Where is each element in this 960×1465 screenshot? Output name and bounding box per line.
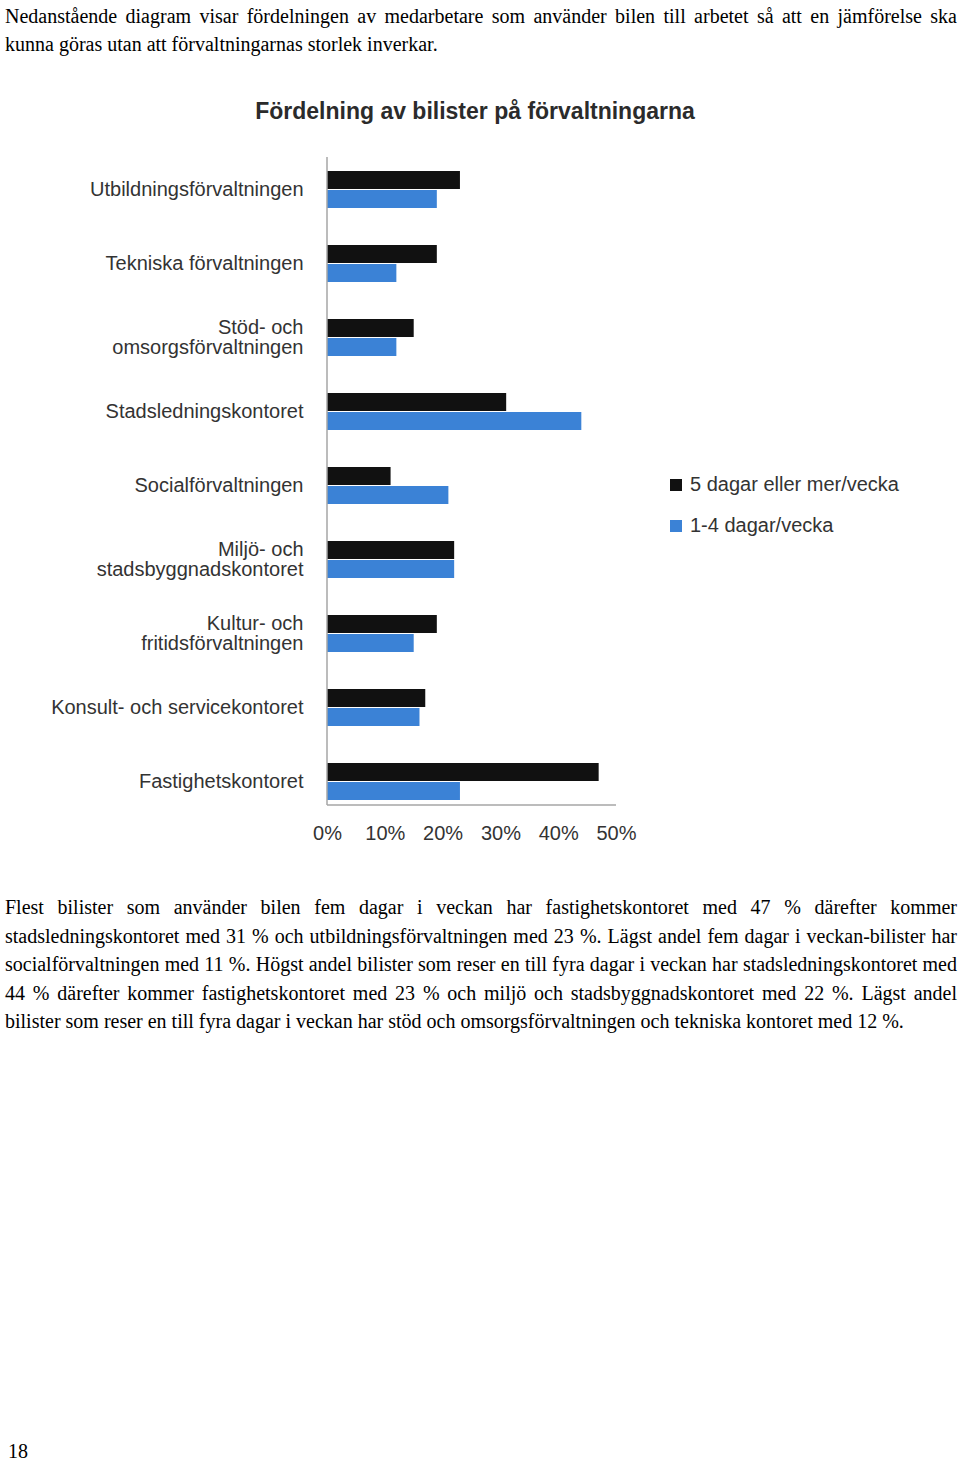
svg-text:0%: 0% <box>313 822 342 844</box>
svg-text:Stöd- ochomsorgsförvaltningen: Stöd- ochomsorgsförvaltningen <box>112 316 303 358</box>
svg-text:Miljö- ochstadsbyggnadskontore: Miljö- ochstadsbyggnadskontoret <box>97 538 304 580</box>
svg-text:Socialförvaltningen: Socialförvaltningen <box>135 474 304 496</box>
svg-text:10%: 10% <box>365 822 405 844</box>
svg-text:Utbildningsförvaltningen: Utbildningsförvaltningen <box>90 178 303 200</box>
html-text:5 dagar eller mer/vecka: 5 dagar eller mer/vecka <box>690 473 899 495</box>
svg-text:50%: 50% <box>596 822 636 844</box>
svg-text:Fastighetskontoret: Fastighetskontoret <box>139 770 304 792</box>
html-text:1-4 dagar/vecka: 1-4 dagar/vecka <box>690 514 834 536</box>
svg-text:Stadsledningskontoret: Stadsledningskontoret <box>106 400 304 422</box>
svg-text:30%: 30% <box>481 822 521 844</box>
svg-text:Kultur- ochfritidsförvaltninge: Kultur- ochfritidsförvaltningen <box>141 612 303 654</box>
svg-text:40%: 40% <box>539 822 579 844</box>
svg-text:20%: 20% <box>423 822 463 844</box>
svg-text:Tekniska förvaltningen: Tekniska förvaltningen <box>106 252 304 274</box>
html-text:18: 18 <box>8 1440 28 1462</box>
html-text:Flest bilister som använder bi: Flest bilister som använder bilen fem da… <box>5 896 957 1033</box>
html-text:Fördelning av bilister på förv: Fördelning av bilister på förvaltningarn… <box>255 98 695 124</box>
svg-text:Konsult- och servicekontoret: Konsult- och servicekontoret <box>51 696 304 718</box>
html-text:Nedanstående diagram visar för: Nedanstående diagram visar fördelningen … <box>5 5 957 55</box>
